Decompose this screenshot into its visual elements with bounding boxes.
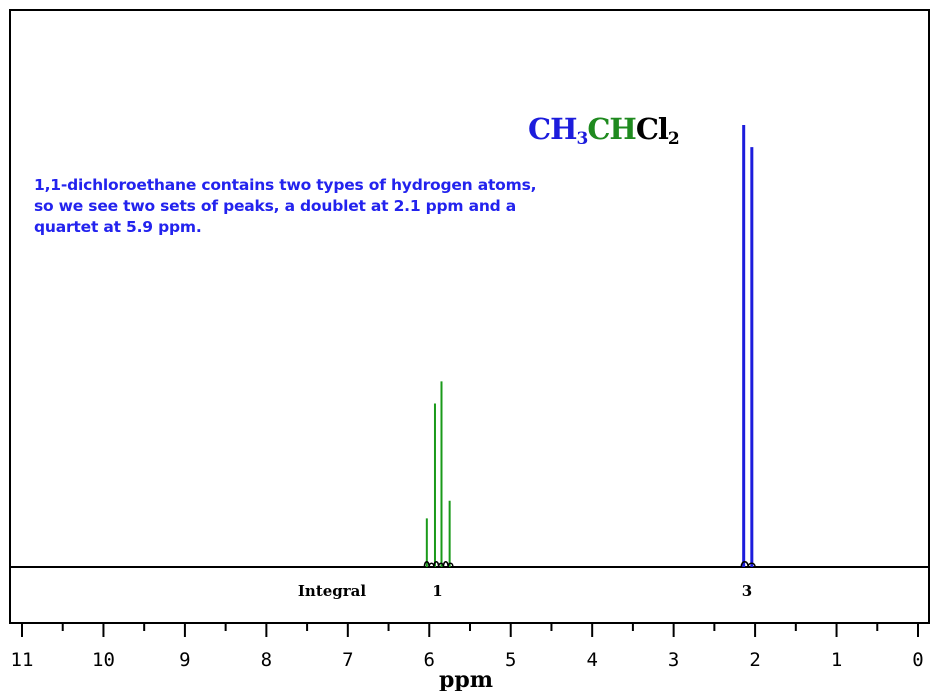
plot-frame xyxy=(9,9,930,624)
annotation-line-2: so we see two sets of peaks, a doublet a… xyxy=(34,197,517,215)
annotation-line-3: quartet at 5.9 ppm. xyxy=(34,218,202,236)
x-axis-label: ppm xyxy=(439,667,493,691)
tick-label: 10 xyxy=(92,649,115,671)
peaks xyxy=(425,125,754,567)
tick-label: 2 xyxy=(749,649,760,671)
tick-label: 7 xyxy=(342,649,353,671)
tick-label: 1 xyxy=(831,649,842,671)
formula-ch3: CH3 xyxy=(528,112,588,149)
tick-label: 8 xyxy=(261,649,272,671)
molecule-formula: CH3CHCl2 xyxy=(528,112,680,149)
tick-label: 0 xyxy=(912,649,923,671)
integral-curve xyxy=(423,560,454,568)
tick-label: 3 xyxy=(668,649,679,671)
annotation-line-1: 1,1-dichloroethane contains two types of… xyxy=(34,176,537,194)
formula-ch: CH xyxy=(587,112,636,146)
tick-label: 9 xyxy=(179,649,190,671)
x-axis-ticks xyxy=(21,623,919,637)
annotation-text: 1,1-dichloroethane contains two types of… xyxy=(34,175,634,238)
tick-label: 11 xyxy=(11,649,34,671)
integral-curve xyxy=(740,560,756,568)
formula-cl2: Cl2 xyxy=(635,112,680,149)
integral-value: 3 xyxy=(742,582,752,600)
integral-curves xyxy=(423,560,756,568)
tick-label: 4 xyxy=(586,649,597,671)
integral-label: Integral xyxy=(298,582,367,600)
tick-label: 5 xyxy=(505,649,516,671)
integral-value: 1 xyxy=(432,582,442,600)
tick-label: 6 xyxy=(424,649,435,671)
x-axis-tick-labels: 11 10 9 8 7 6 5 4 3 2 1 0 xyxy=(11,649,924,671)
